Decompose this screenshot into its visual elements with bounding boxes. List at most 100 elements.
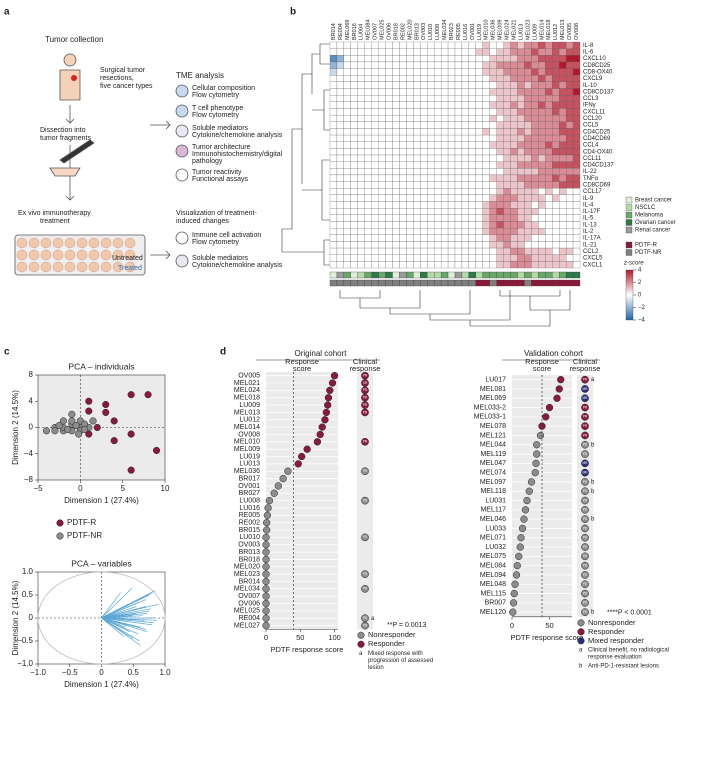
- point: [72, 421, 80, 430]
- heat-cell: [440, 134, 449, 142]
- score-dot: [536, 431, 545, 440]
- heat-cell: [357, 114, 365, 122]
- heat-cell: [496, 114, 504, 122]
- heat-cell: [440, 121, 449, 129]
- well: [40, 261, 52, 273]
- heat-cell: [371, 188, 379, 196]
- heat-cell: [371, 108, 379, 116]
- heat-cell: [399, 81, 407, 89]
- heat-cell: [559, 221, 567, 229]
- column-label: MEL020: [407, 20, 413, 41]
- heat-cell: [559, 48, 567, 56]
- score-dot: [322, 408, 330, 417]
- heat-cell: [565, 188, 574, 196]
- heat-cell: [524, 55, 532, 63]
- heat-cell: [538, 201, 546, 209]
- heat-cell: [357, 48, 365, 56]
- column-label: MEL013: [560, 20, 566, 41]
- heat-cell: [531, 214, 539, 222]
- heat-cell: [524, 141, 532, 149]
- heat-cell: [559, 208, 567, 215]
- heat-cell: [399, 161, 407, 169]
- clinical-dot: [581, 431, 589, 440]
- heat-cell: [538, 154, 546, 162]
- heat-cell: [461, 108, 470, 116]
- column-header: score: [533, 364, 551, 373]
- heat-cell: [385, 221, 393, 229]
- heat-cell: [482, 208, 490, 215]
- heat-cell: [336, 181, 345, 189]
- heat-cell: [385, 48, 393, 56]
- heat-cell: [461, 95, 470, 102]
- legend-label: Responder: [368, 639, 405, 648]
- cancer-type-cell: [552, 271, 560, 279]
- heat-cell: [503, 128, 511, 136]
- heat-cell: [447, 88, 456, 96]
- heat-cell: [475, 221, 483, 229]
- score-dot: [321, 416, 329, 424]
- panel-a-text: Cytokine/chemokine analysis: [192, 262, 283, 269]
- heat-cell: [503, 148, 511, 156]
- heat-cell: [468, 134, 476, 142]
- sample-label: OV005: [238, 373, 260, 380]
- heat-cell: [489, 48, 497, 56]
- heat-cell: [545, 121, 553, 129]
- sample-label: MEL118: [480, 488, 506, 495]
- heat-cell: [468, 114, 476, 122]
- heat-cell: [420, 61, 428, 69]
- heat-cell: [572, 95, 581, 102]
- heat-cell: [427, 154, 435, 162]
- heat-cell: [399, 234, 407, 242]
- heat-cell: [378, 174, 386, 182]
- heat-cell: [440, 61, 449, 69]
- heat-cell: [440, 81, 449, 89]
- heat-cell: [420, 148, 428, 156]
- heat-cell: [565, 101, 574, 109]
- heat-cell: [440, 95, 449, 102]
- heat-cell: [482, 75, 490, 83]
- heat-cell: [545, 181, 553, 189]
- heat-cell: [392, 168, 400, 176]
- column-header: Clinical: [353, 357, 378, 366]
- cancer-type-cell: [468, 271, 476, 279]
- loading-arrow: [101, 587, 133, 619]
- heat-cell: [524, 148, 532, 156]
- heat-cell: [552, 108, 560, 116]
- heat-cell: [392, 208, 400, 215]
- heat-cell: [468, 61, 476, 69]
- heat-cell: [517, 68, 525, 76]
- loading-arrow: [101, 601, 140, 619]
- sample-label: MEL010: [234, 439, 260, 446]
- score-dot: [521, 506, 530, 514]
- heat-cell: [510, 227, 518, 235]
- row-label: TNFα: [583, 176, 599, 182]
- heat-cell: [531, 114, 539, 122]
- well: [64, 249, 76, 261]
- note-mark: a: [591, 377, 595, 383]
- heat-cell: [336, 61, 345, 69]
- heat-cell: [552, 247, 560, 255]
- heat-cell: [510, 154, 518, 162]
- heat-cell: [538, 247, 546, 255]
- heat-cell: [517, 41, 525, 49]
- heat-cell: [552, 181, 560, 189]
- well: [76, 237, 88, 249]
- heat-cell: [336, 148, 345, 156]
- heat-cell: [475, 141, 483, 149]
- heat-cell: [427, 48, 435, 56]
- heat-cell: [420, 254, 428, 262]
- heat-cell: [378, 41, 386, 49]
- heat-cell: [364, 168, 372, 176]
- heat-cell: [496, 75, 504, 83]
- heat-cell: [572, 201, 581, 209]
- heat-cell: [357, 181, 365, 189]
- response-cell: [517, 279, 525, 287]
- heat-cell: [454, 134, 463, 142]
- heat-cell: [559, 41, 567, 49]
- heat-cell: [336, 194, 345, 202]
- heat-cell: [572, 254, 581, 262]
- legend-swatch: [625, 196, 633, 204]
- heat-cell: [517, 194, 525, 202]
- heat-cell: [371, 214, 379, 222]
- heat-cell: [434, 95, 442, 102]
